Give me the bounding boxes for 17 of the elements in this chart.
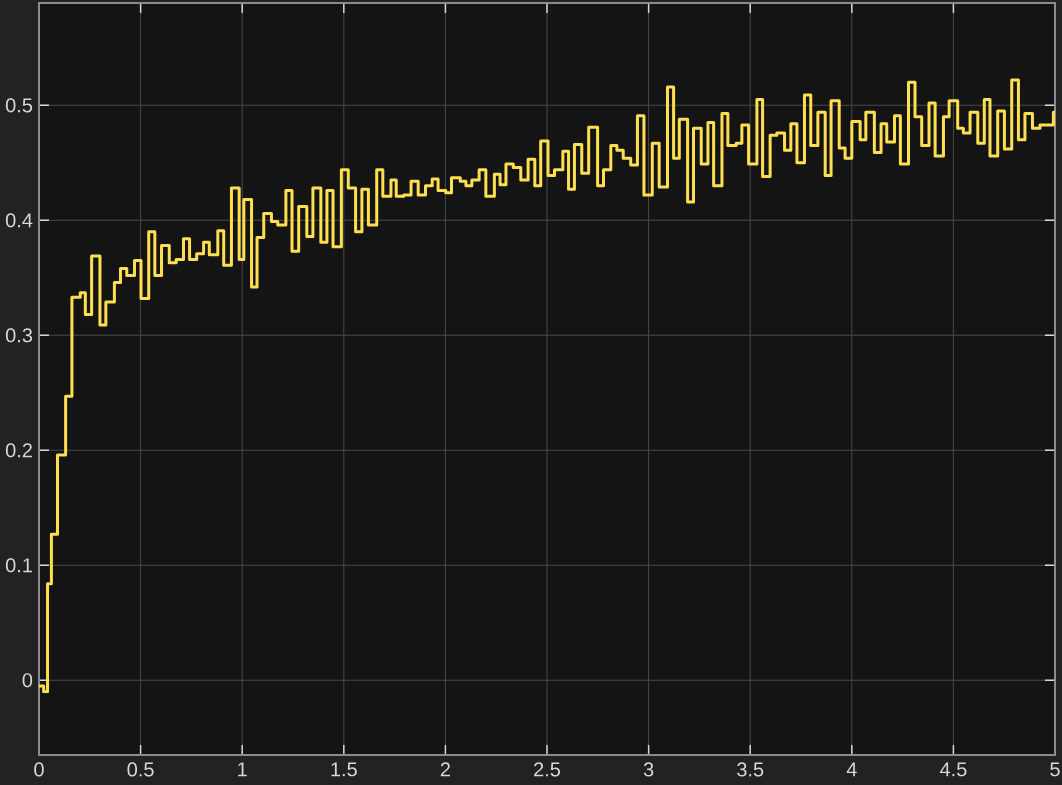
y-tick-label: 0 — [22, 673, 33, 688]
x-tick-label: 3 — [643, 762, 654, 777]
x-tick-label: 2 — [440, 762, 450, 777]
x-tick-label: 1.5 — [331, 762, 357, 777]
y-tick-label: 0.3 — [5, 328, 33, 343]
x-tick-label: 2.5 — [534, 762, 561, 777]
x-tick-label: 1 — [238, 762, 247, 777]
x-tick-label: 5 — [1050, 762, 1060, 777]
x-tick-label: 4 — [846, 762, 857, 777]
y-tick-label: 0.5 — [5, 98, 33, 113]
y-tick-label: 0.2 — [5, 443, 32, 458]
x-tick-label: 3.5 — [737, 762, 764, 777]
x-tick-label: 4.5 — [939, 762, 967, 777]
x-tick-label: 0 — [34, 762, 44, 777]
y-tick-label: 0.1 — [5, 558, 32, 573]
x-tick-label: 0.5 — [127, 762, 154, 777]
y-tick-label: 0.4 — [5, 213, 33, 228]
